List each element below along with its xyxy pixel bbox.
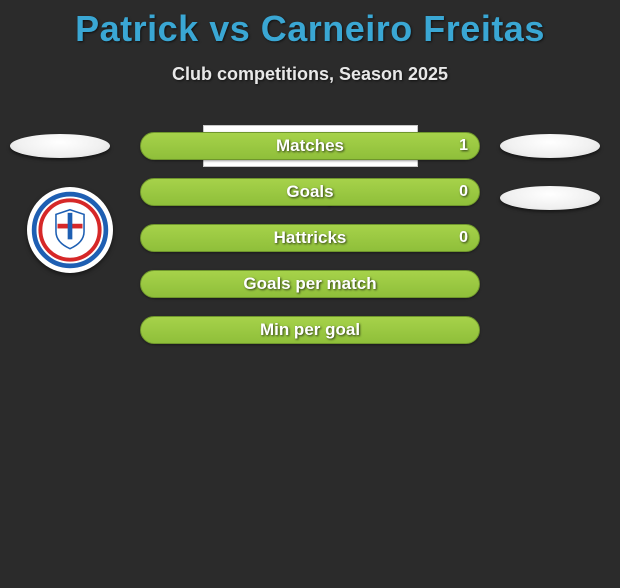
subtitle: Club competitions, Season 2025 [0, 64, 620, 85]
page-title: Patrick vs Carneiro Freitas [0, 8, 620, 50]
stat-bar: Goals per match [140, 270, 480, 298]
stat-bar-track [140, 224, 480, 252]
stat-bars: Matches1 Goals0 Hattricks0 Goals per match M… [0, 132, 620, 344]
stat-bar: Min per goal [140, 316, 480, 344]
stat-bar-track [140, 132, 480, 160]
stat-bar: Matches1 [140, 132, 480, 160]
stat-bar: Goals0 [140, 178, 480, 206]
stat-bar-track [140, 178, 480, 206]
stat-bar-track [140, 270, 480, 298]
stat-bar: Hattricks0 [140, 224, 480, 252]
stat-bar-track [140, 316, 480, 344]
